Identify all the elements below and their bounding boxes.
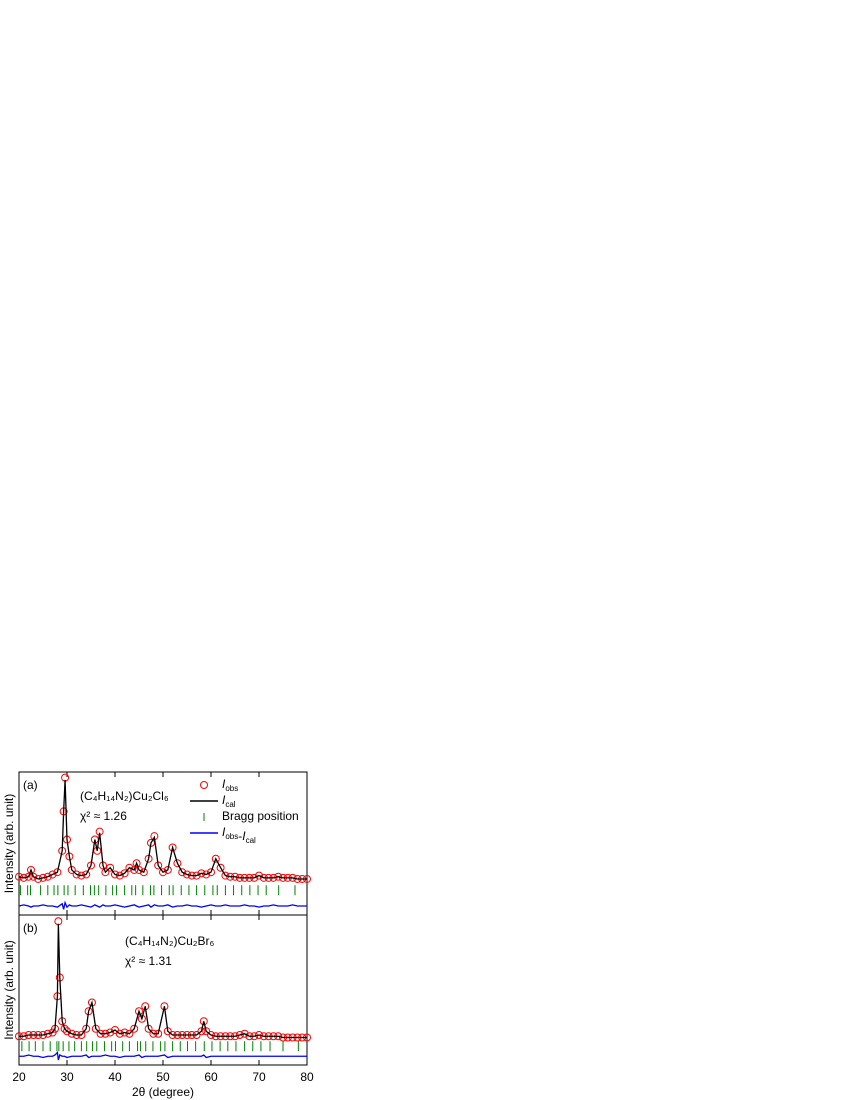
obs-point bbox=[199, 1017, 208, 1026]
obs-point bbox=[255, 1031, 263, 1039]
obs-point bbox=[159, 868, 167, 877]
panel-label: (a) bbox=[23, 778, 38, 792]
formula: (C₄H₁₄N₂)Cu₂Cl₆ bbox=[80, 789, 169, 803]
obs-point bbox=[240, 1029, 249, 1038]
obs-point bbox=[34, 874, 43, 883]
obs-point bbox=[19, 873, 28, 882]
obs-point bbox=[43, 872, 52, 881]
series-line bbox=[19, 923, 307, 1039]
obs-point bbox=[178, 868, 187, 877]
obs-point bbox=[60, 1024, 69, 1033]
obs-point bbox=[82, 870, 91, 879]
obs-point bbox=[115, 871, 124, 880]
legend-label: Iobs bbox=[222, 777, 238, 793]
formula: (C₄H₁₄N₂)Cu₂Br₆ bbox=[125, 934, 214, 948]
obs-point bbox=[77, 871, 86, 880]
series-line bbox=[18, 900, 307, 910]
obs-point bbox=[106, 1028, 115, 1037]
obs-point bbox=[135, 1007, 143, 1016]
obs-point bbox=[197, 869, 206, 878]
obs-point bbox=[137, 1014, 146, 1023]
series-line bbox=[19, 1051, 307, 1061]
legend-label: Ical bbox=[222, 793, 236, 809]
obs-point bbox=[24, 872, 33, 881]
obs-point bbox=[216, 863, 225, 872]
x-tick-label: 30 bbox=[60, 1070, 74, 1084]
x-tick-label: 20 bbox=[12, 1070, 26, 1084]
legend-label: Iobs-Ical bbox=[222, 825, 256, 845]
chi-square: χ² ≈ 1.26 bbox=[80, 809, 127, 823]
panel-label: (b) bbox=[23, 921, 38, 935]
y-axis-label: Intensity (arb. unit) bbox=[2, 940, 16, 1039]
obs-point bbox=[274, 872, 283, 881]
obs-point bbox=[54, 917, 63, 926]
obs-point bbox=[221, 871, 230, 880]
obs-point bbox=[115, 1029, 124, 1038]
obs-point bbox=[63, 1027, 71, 1036]
obs-point bbox=[125, 1029, 134, 1038]
chi-square: χ² ≈ 1.31 bbox=[125, 954, 172, 968]
obs-point bbox=[211, 854, 220, 863]
obs-point bbox=[111, 870, 119, 879]
obs-point bbox=[235, 1031, 244, 1039]
legend-marker bbox=[200, 781, 208, 789]
obs-point bbox=[139, 868, 148, 877]
obs-point bbox=[130, 1024, 139, 1033]
obs-point bbox=[53, 868, 62, 877]
obs-point bbox=[207, 868, 215, 877]
x-axis-label: 2θ (degree) bbox=[132, 1085, 194, 1099]
obs-point bbox=[202, 870, 211, 879]
obs-point bbox=[168, 843, 177, 852]
obs-point bbox=[255, 871, 263, 880]
obs-point bbox=[43, 1029, 52, 1038]
obs-point bbox=[39, 873, 47, 882]
obs-point bbox=[48, 870, 57, 879]
obs-point bbox=[101, 868, 110, 877]
series-line bbox=[18, 779, 307, 880]
obs-point bbox=[163, 865, 172, 874]
obs-point bbox=[106, 863, 115, 872]
obs-point bbox=[120, 869, 129, 878]
obs-point bbox=[120, 1028, 129, 1037]
obs-point bbox=[132, 859, 141, 868]
legend-label: Bragg position bbox=[222, 809, 299, 823]
obs-point bbox=[67, 1029, 76, 1038]
obs-point bbox=[125, 863, 134, 872]
x-tick-label: 60 bbox=[204, 1070, 218, 1084]
obs-point bbox=[207, 1031, 215, 1039]
obs-point bbox=[27, 865, 35, 874]
obs-point bbox=[183, 870, 191, 879]
x-tick-label: 50 bbox=[156, 1070, 170, 1084]
obs-point bbox=[29, 872, 38, 881]
obs-point bbox=[130, 865, 139, 874]
obs-point bbox=[72, 870, 81, 879]
x-tick-label: 80 bbox=[300, 1070, 314, 1084]
x-tick-label: 70 bbox=[252, 1070, 266, 1084]
obs-point bbox=[197, 1027, 206, 1036]
obs-point bbox=[173, 859, 182, 868]
y-axis-label: Intensity (arb. unit) bbox=[2, 794, 16, 893]
obs-point bbox=[15, 872, 23, 881]
obs-point bbox=[135, 865, 143, 874]
x-tick-label: 40 bbox=[108, 1070, 122, 1084]
